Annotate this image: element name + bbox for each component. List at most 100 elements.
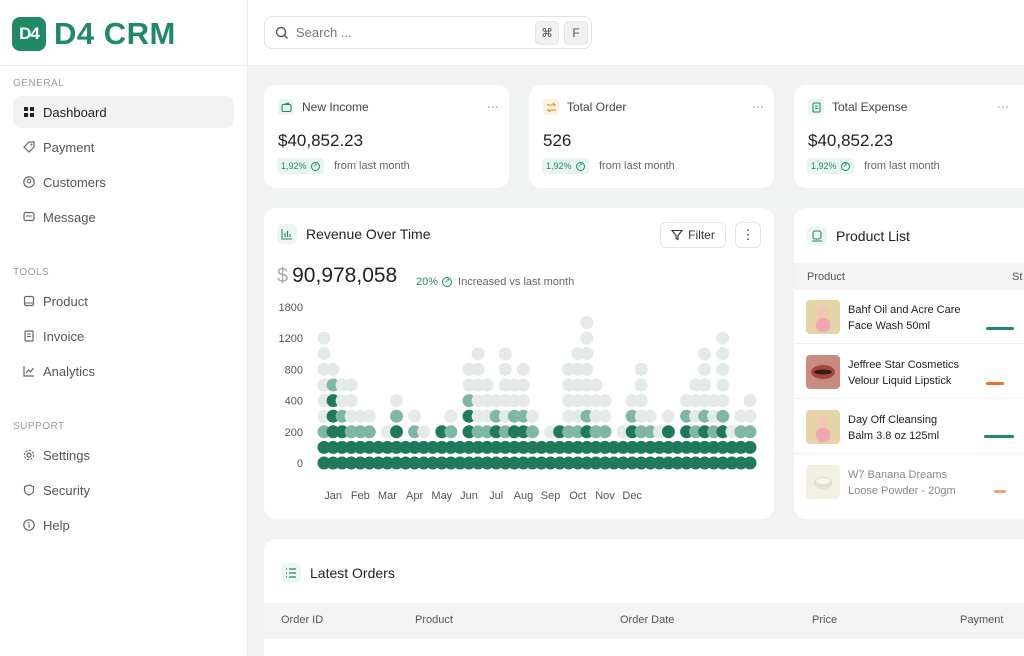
chart-dot: [698, 425, 712, 439]
revenue-value: 90,978,058: [292, 264, 398, 287]
more-options-icon[interactable]: ⋮: [486, 101, 500, 112]
chart-dot: [516, 362, 530, 376]
chart-dot: [462, 409, 476, 423]
chart-dot: [725, 425, 739, 439]
chart-dot: [471, 409, 485, 423]
product-thumbnail: [806, 300, 840, 334]
chart-dot: [335, 425, 349, 439]
chart-dot: [317, 394, 331, 408]
chart-dot: [399, 440, 413, 454]
chart-dot: [634, 378, 648, 392]
arrow-up-icon: ↗: [840, 161, 850, 171]
search-input[interactable]: [296, 25, 516, 40]
more-options-icon[interactable]: ⋮: [996, 101, 1010, 112]
chart-dot: [625, 394, 639, 408]
chart-dot: [516, 440, 530, 454]
change-value: 20%: [416, 276, 439, 288]
chart-dot: [589, 425, 603, 439]
chart-dot: [580, 316, 594, 330]
chart-dot: [698, 440, 712, 454]
more-options-icon[interactable]: ⋮: [751, 101, 765, 112]
logo-mark: D4: [12, 17, 46, 51]
chart-dot: [344, 440, 358, 454]
sidebar-item-message[interactable]: Message: [13, 201, 234, 233]
chart-dot: [417, 425, 431, 439]
chart-dot: [571, 440, 585, 454]
revenue-total: $ 90,978,058: [277, 264, 397, 288]
section-title-general: GENERAL: [13, 78, 65, 89]
chart-dot: [335, 378, 349, 392]
chart-dot: [580, 409, 594, 423]
chart-dot: [671, 456, 684, 470]
chart-dot: [698, 347, 712, 361]
sidebar-item-help[interactable]: Help: [13, 509, 234, 541]
chart-dot: [498, 409, 512, 423]
chart-dot: [634, 409, 648, 423]
chart-dot: [743, 409, 757, 423]
chart-dot: [652, 440, 666, 454]
stat-note: from last month: [334, 160, 410, 172]
orders-table-header: Order ID Product Order Date Price Paymen…: [264, 603, 1024, 639]
gear-icon: [22, 448, 36, 462]
x-tick-label: Aug: [514, 490, 534, 502]
product-name-line1: W7 Banana Dreams: [848, 469, 948, 481]
swap-icon: [543, 99, 559, 115]
chart-dot: [571, 347, 585, 361]
sidebar-item-payment[interactable]: Payment: [13, 131, 234, 163]
chart-dot: [362, 425, 376, 439]
app-logo[interactable]: D4 D4 CRM: [12, 14, 176, 54]
chart-dot: [661, 409, 675, 423]
chart-dot: [344, 409, 358, 423]
arrow-up-icon: ↗: [310, 161, 320, 171]
sidebar-item-label: Settings: [43, 447, 90, 463]
sidebar-item-invoice[interactable]: Invoice: [13, 320, 234, 352]
chart-dot: [725, 440, 739, 454]
chart-dot: [326, 425, 340, 439]
sidebar-item-product[interactable]: Product: [13, 285, 234, 317]
chart-dot: [643, 456, 657, 470]
stat-value: $40,852.23: [278, 131, 364, 150]
sidebar-item-customers[interactable]: Customers: [13, 166, 234, 198]
chart-dot: [380, 440, 394, 454]
stock-bar: [986, 327, 1014, 330]
y-tick-label: 400: [285, 396, 303, 408]
chart-dot: [598, 394, 612, 408]
chart-dot: [344, 378, 358, 392]
chart-dot: [589, 440, 603, 454]
chart-dot: [417, 440, 431, 454]
chart-dot: [689, 440, 703, 454]
chart-dot: [344, 456, 358, 470]
arrow-up-icon: ↗: [442, 277, 453, 287]
chart-dot: [507, 456, 521, 470]
chart-dot: [498, 456, 512, 470]
list-item[interactable]: Bahf Oil and Acre Care Face Wash 50ml: [794, 290, 1024, 344]
chart-dot: [562, 362, 576, 376]
sidebar-item-security[interactable]: Security: [13, 474, 234, 506]
sidebar-item-dashboard[interactable]: Dashboard: [13, 96, 234, 128]
y-tick-label: 200: [285, 427, 303, 439]
list-item[interactable]: Day Off Cleansing Balm 3.8 oz 125ml: [794, 400, 1024, 454]
chart-dot: [580, 347, 594, 361]
chart-dot: [426, 456, 440, 470]
stat-header: Total Expense: [808, 99, 907, 115]
filter-button[interactable]: Filter: [660, 222, 726, 248]
list-item[interactable]: W7 Banana Dreams Loose Powder - 20gm: [794, 455, 1024, 509]
shield-icon: [22, 483, 36, 497]
y-tick-label: 0: [297, 458, 303, 470]
chart-dot: [390, 440, 403, 454]
chart-dot: [580, 456, 594, 470]
chart-dot: [516, 378, 530, 392]
search-box[interactable]: ⌘ F: [264, 16, 592, 49]
chart-dot: [390, 456, 403, 470]
trend-icon: [22, 364, 36, 378]
sidebar-item-analytics[interactable]: Analytics: [13, 355, 234, 387]
sidebar-item-settings[interactable]: Settings: [13, 439, 234, 471]
chart-dot: [444, 409, 458, 423]
more-options-button[interactable]: ⋮: [735, 222, 761, 248]
x-tick-label: Sep: [541, 490, 561, 502]
stock-bar: [986, 382, 1004, 385]
change-value: 1,92%: [811, 161, 837, 171]
list-item[interactable]: Jeffree Star Cosmetics Velour Liquid Lips…: [794, 345, 1024, 399]
chart-dot: [661, 440, 675, 454]
chart-dot: [734, 456, 748, 470]
